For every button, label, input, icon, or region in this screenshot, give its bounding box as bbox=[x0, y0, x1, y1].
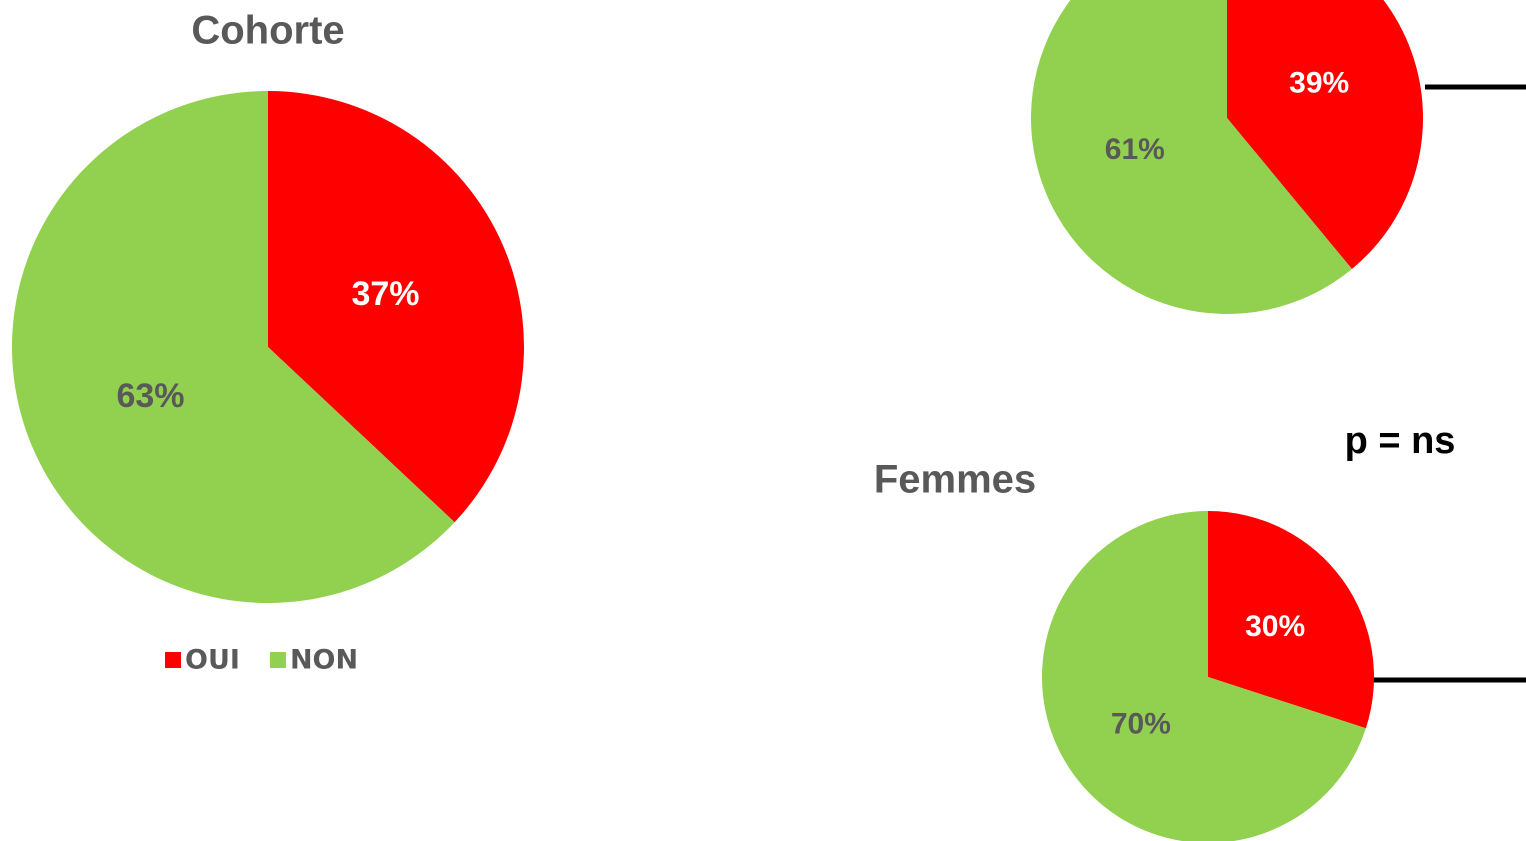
data-label: 61% bbox=[1105, 133, 1165, 166]
annotation: p = ns bbox=[1345, 420, 1456, 462]
data-label: 63% bbox=[116, 377, 184, 415]
legend-label: OUI bbox=[185, 645, 240, 676]
pie-slice bbox=[1042, 511, 1366, 841]
pie-slice bbox=[11, 91, 455, 603]
data-label: 39% bbox=[1289, 67, 1349, 100]
pie-slice bbox=[1227, 0, 1424, 270]
pie-slice bbox=[268, 91, 524, 523]
chart-title: Cohorte bbox=[191, 9, 344, 53]
legend-swatch bbox=[269, 652, 286, 668]
data-label: 70% bbox=[1111, 708, 1171, 741]
pie-slice bbox=[1208, 511, 1374, 729]
legend-label: NON bbox=[290, 645, 358, 676]
chart-title: Femmes bbox=[874, 458, 1036, 502]
data-label: 37% bbox=[351, 275, 419, 313]
legend-swatch bbox=[165, 652, 181, 668]
pie-slice bbox=[1031, 0, 1352, 314]
data-label: 30% bbox=[1245, 610, 1305, 643]
